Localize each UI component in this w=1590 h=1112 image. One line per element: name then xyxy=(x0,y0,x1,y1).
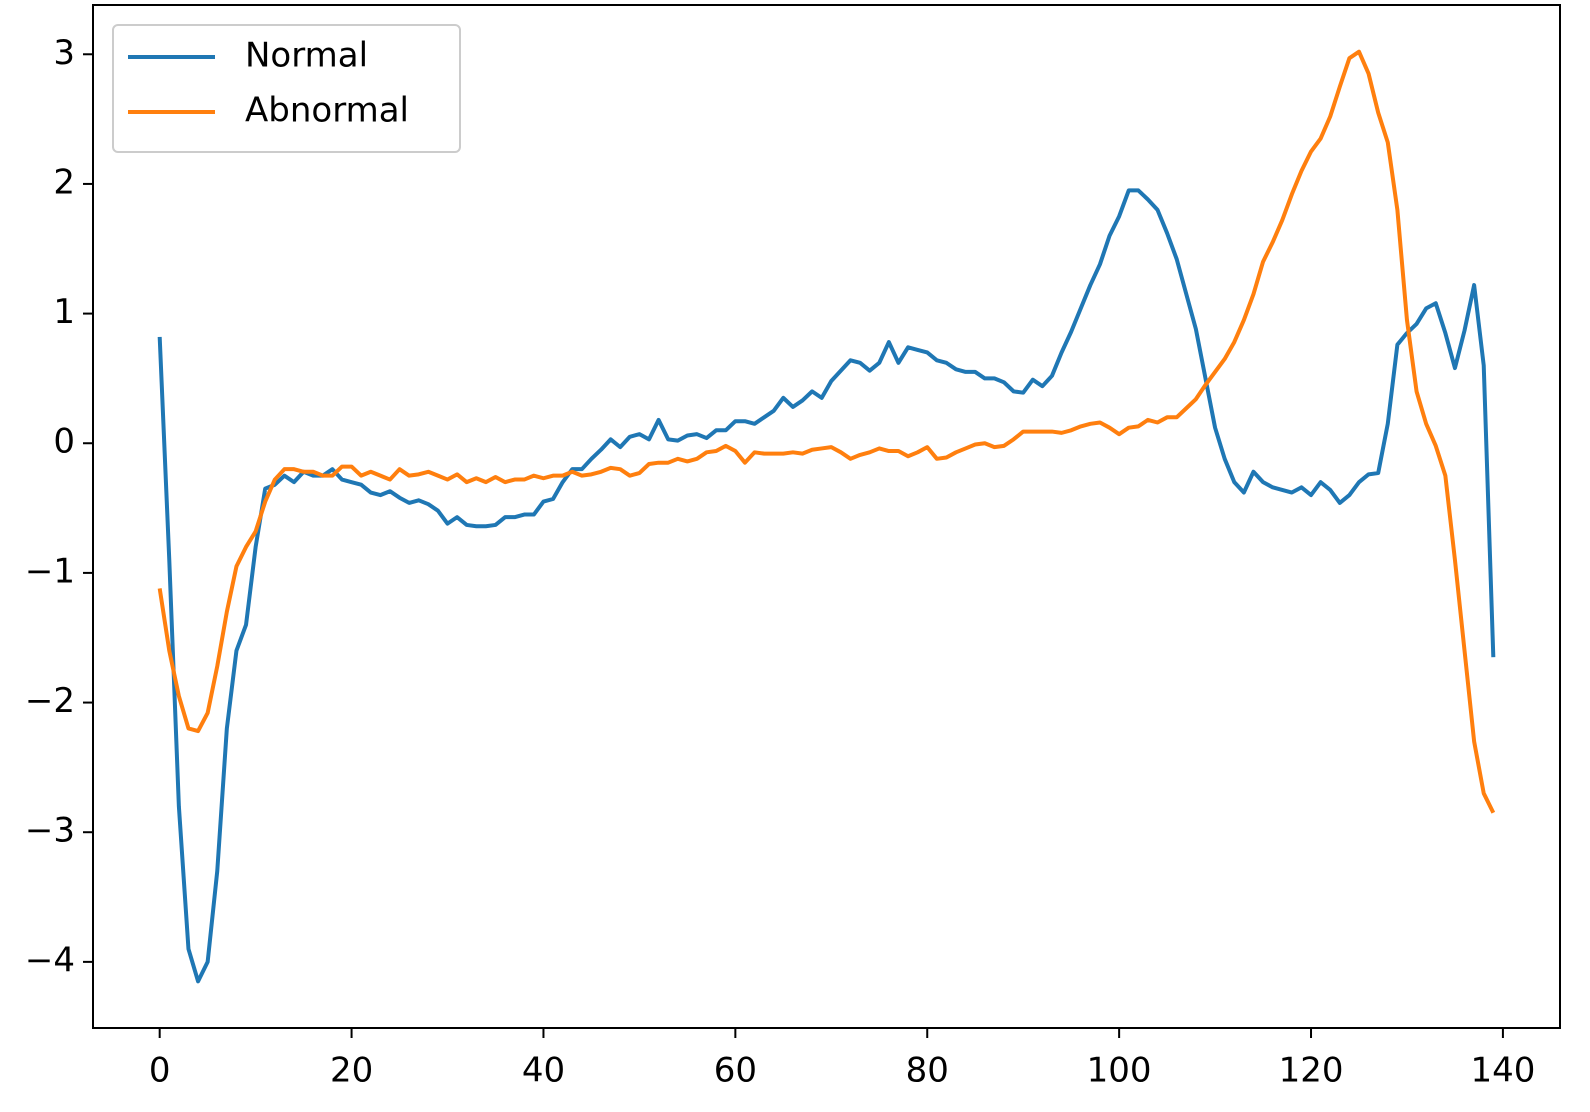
x-tick-label: 20 xyxy=(330,1051,373,1091)
y-tick-label: 0 xyxy=(53,422,75,462)
legend-label: Normal xyxy=(245,36,368,76)
x-tick-label: 140 xyxy=(1470,1051,1535,1091)
y-tick-label: −3 xyxy=(25,811,75,851)
y-tick-label: −2 xyxy=(25,681,75,721)
x-tick-label: 40 xyxy=(522,1051,565,1091)
y-tick-label: −1 xyxy=(25,551,75,591)
y-tick-label: 1 xyxy=(53,292,75,332)
legend-label: Abnormal xyxy=(245,91,409,131)
y-tick-label: 3 xyxy=(53,33,75,73)
x-tick-label: 120 xyxy=(1279,1051,1344,1091)
y-tick-label: −4 xyxy=(25,940,75,980)
y-tick-label: 2 xyxy=(53,162,75,202)
series-line xyxy=(157,188,1496,984)
series-line xyxy=(157,49,1496,814)
x-tick-label: 0 xyxy=(149,1051,171,1091)
x-tick-label: 100 xyxy=(1087,1051,1152,1091)
plot-frame xyxy=(92,4,1561,1029)
x-tick-label: 60 xyxy=(714,1051,757,1091)
x-tick-label: 80 xyxy=(906,1051,949,1091)
